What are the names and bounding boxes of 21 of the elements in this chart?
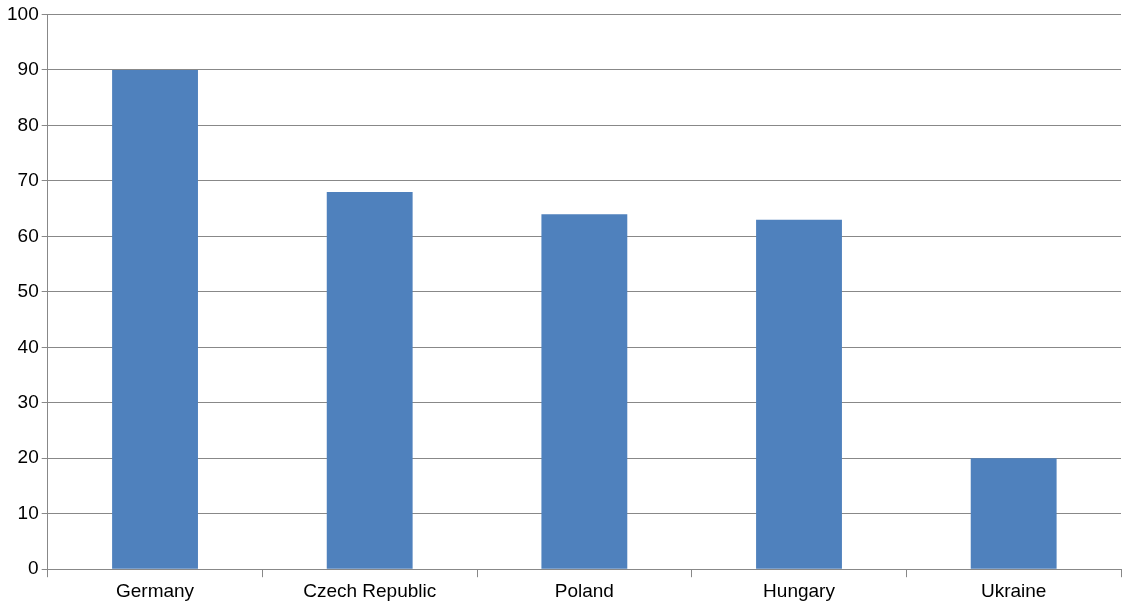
bar — [970, 458, 1057, 569]
y-tick-label: 0 — [28, 557, 39, 579]
y-tick-label: 30 — [17, 390, 39, 412]
y-tick-label: 10 — [17, 501, 39, 523]
y-tick-label: 40 — [17, 335, 39, 357]
x-tick-label: Poland — [554, 579, 614, 601]
y-tick-label: 60 — [17, 224, 39, 246]
bar — [756, 219, 842, 569]
y-tick-label: 20 — [17, 446, 39, 468]
x-tick-label: Ukraine — [980, 579, 1047, 601]
x-tick-label: Czech Republic — [303, 579, 437, 601]
y-tick-label: 50 — [17, 280, 39, 302]
x-tick-label: Hungary — [763, 579, 836, 601]
bar — [112, 69, 198, 569]
bar — [541, 214, 628, 569]
y-tick-label: 100 — [7, 2, 39, 24]
y-tick-label: 70 — [17, 169, 39, 191]
bar — [326, 191, 413, 569]
y-tick-label: 90 — [17, 58, 39, 80]
y-tick-label: 80 — [17, 113, 39, 135]
x-tick-label: Germany — [115, 579, 195, 601]
